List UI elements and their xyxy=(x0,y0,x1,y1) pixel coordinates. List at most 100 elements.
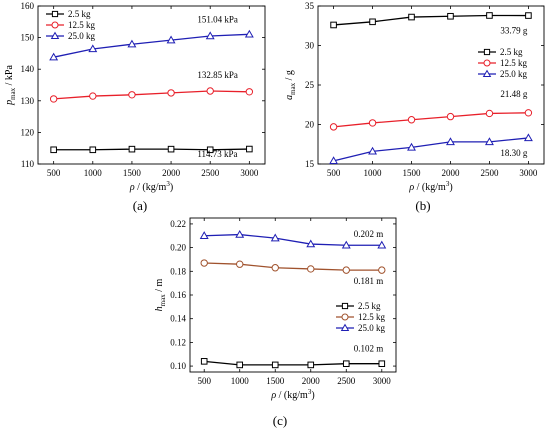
data-point xyxy=(329,123,338,131)
legend-entry: 2.5 kg xyxy=(68,9,91,19)
data-point xyxy=(446,112,455,121)
series-250kg: 151.04 kPa xyxy=(49,14,254,61)
x-axis-label: ρ / (kg/m3) xyxy=(129,180,173,193)
data-point xyxy=(377,240,387,249)
data-point xyxy=(89,146,97,154)
legend-entry: 12.5 kg xyxy=(68,20,96,30)
x-tick-label: 1500 xyxy=(266,376,285,386)
series-line xyxy=(204,262,382,271)
value-annotation: 18.30 g xyxy=(500,148,528,158)
series-25kg: 0.102 m xyxy=(200,344,386,369)
data-point xyxy=(205,31,215,40)
data-point xyxy=(236,260,244,268)
data-point xyxy=(446,137,455,146)
data-point xyxy=(199,231,209,239)
data-point xyxy=(306,239,316,248)
data-point xyxy=(330,21,337,29)
data-point xyxy=(244,29,254,38)
chart-2: 500 1000 1500 2000 2500 3000 15 20 25 30 35 ρ / (kg… xyxy=(284,1,545,213)
data-point xyxy=(447,12,454,20)
data-point xyxy=(407,142,416,151)
y-tick-label: 0.16 xyxy=(170,290,186,300)
data-point xyxy=(342,360,350,368)
series-line xyxy=(204,233,382,246)
y-tick-label: 15 xyxy=(305,159,315,169)
y-axis-label: hmax / m xyxy=(154,278,167,311)
x-tick-label: 500 xyxy=(47,168,61,178)
value-annotation: 0.102 m xyxy=(354,344,384,354)
legend-entry: 12.5 kg xyxy=(358,312,386,322)
data-point xyxy=(369,18,376,26)
x-tick-label: 3000 xyxy=(240,168,259,178)
y-tick-label: 0.22 xyxy=(170,219,186,229)
x-tick-label: 2000 xyxy=(441,168,460,178)
legend-marker xyxy=(51,10,59,18)
legend-entry: 25.0 kg xyxy=(358,323,386,333)
legend-marker xyxy=(483,48,491,56)
x-axis-label: ρ / (kg/m3) xyxy=(270,388,314,401)
legend-marker xyxy=(340,323,350,332)
data-point xyxy=(245,88,254,96)
series-line xyxy=(204,360,382,366)
series-line xyxy=(333,14,529,26)
data-point xyxy=(88,44,98,53)
data-point xyxy=(50,146,57,154)
y-tick-label: 150 xyxy=(21,33,35,43)
data-point xyxy=(127,39,137,48)
y-tick-label: 20 xyxy=(305,120,315,130)
legend-marker xyxy=(341,313,349,321)
x-tick-label: 2500 xyxy=(337,376,356,386)
legend-marker xyxy=(483,59,491,67)
data-point xyxy=(271,361,279,369)
data-point xyxy=(378,360,386,368)
x-tick-label: 500 xyxy=(327,168,341,178)
x-tick-label: 2500 xyxy=(201,168,220,178)
series-line xyxy=(333,137,529,162)
y-tick-label: 35 xyxy=(305,1,315,11)
data-point xyxy=(167,89,175,97)
series-line xyxy=(333,112,529,128)
series-line xyxy=(53,90,250,100)
x-tick-label: 2500 xyxy=(480,168,499,178)
x-tick-label: 1000 xyxy=(364,168,383,178)
x-tick-label: 3000 xyxy=(519,168,538,178)
legend-marker xyxy=(482,69,492,78)
subfigure-caption: (c) xyxy=(273,413,287,428)
series-250kg: 0.202 m xyxy=(199,229,387,249)
series-25kg: 33.79 g xyxy=(330,12,532,36)
data-point xyxy=(307,361,315,369)
data-point xyxy=(523,133,533,142)
x-axis-label: ρ / (kg/m3) xyxy=(408,180,452,193)
data-point xyxy=(524,109,533,117)
y-axis-label: pmax / kPa xyxy=(4,65,17,106)
y-tick-label: 120 xyxy=(21,127,35,137)
legend-entry: 25.0 kg xyxy=(500,69,528,79)
y-tick-label: 0.14 xyxy=(170,314,186,324)
x-tick-label: 1000 xyxy=(84,168,103,178)
series-line xyxy=(53,33,250,58)
y-tick-label: 0.10 xyxy=(170,361,186,371)
x-tick-label: 1500 xyxy=(123,168,142,178)
data-point xyxy=(49,95,58,103)
legend-marker xyxy=(50,31,60,40)
data-point xyxy=(128,91,136,99)
y-tick-label: 0.20 xyxy=(170,243,186,253)
series-125kg: 21.48 g xyxy=(329,89,533,131)
data-point xyxy=(89,92,97,100)
data-point xyxy=(407,116,416,124)
data-point xyxy=(200,259,208,267)
x-tick-label: 1500 xyxy=(403,168,422,178)
legend-entry: 2.5 kg xyxy=(500,47,523,57)
value-annotation: 0.202 m xyxy=(354,229,384,239)
value-annotation: 151.04 kPa xyxy=(197,14,238,24)
x-tick-label: 3000 xyxy=(373,376,392,386)
data-point xyxy=(342,266,350,274)
data-point xyxy=(167,145,175,153)
y-tick-label: 0.12 xyxy=(170,337,186,347)
series-125kg: 0.181 m xyxy=(200,259,386,286)
series-25kg: 114.73 kPa xyxy=(50,145,253,159)
subfigure-caption: (b) xyxy=(415,198,430,213)
